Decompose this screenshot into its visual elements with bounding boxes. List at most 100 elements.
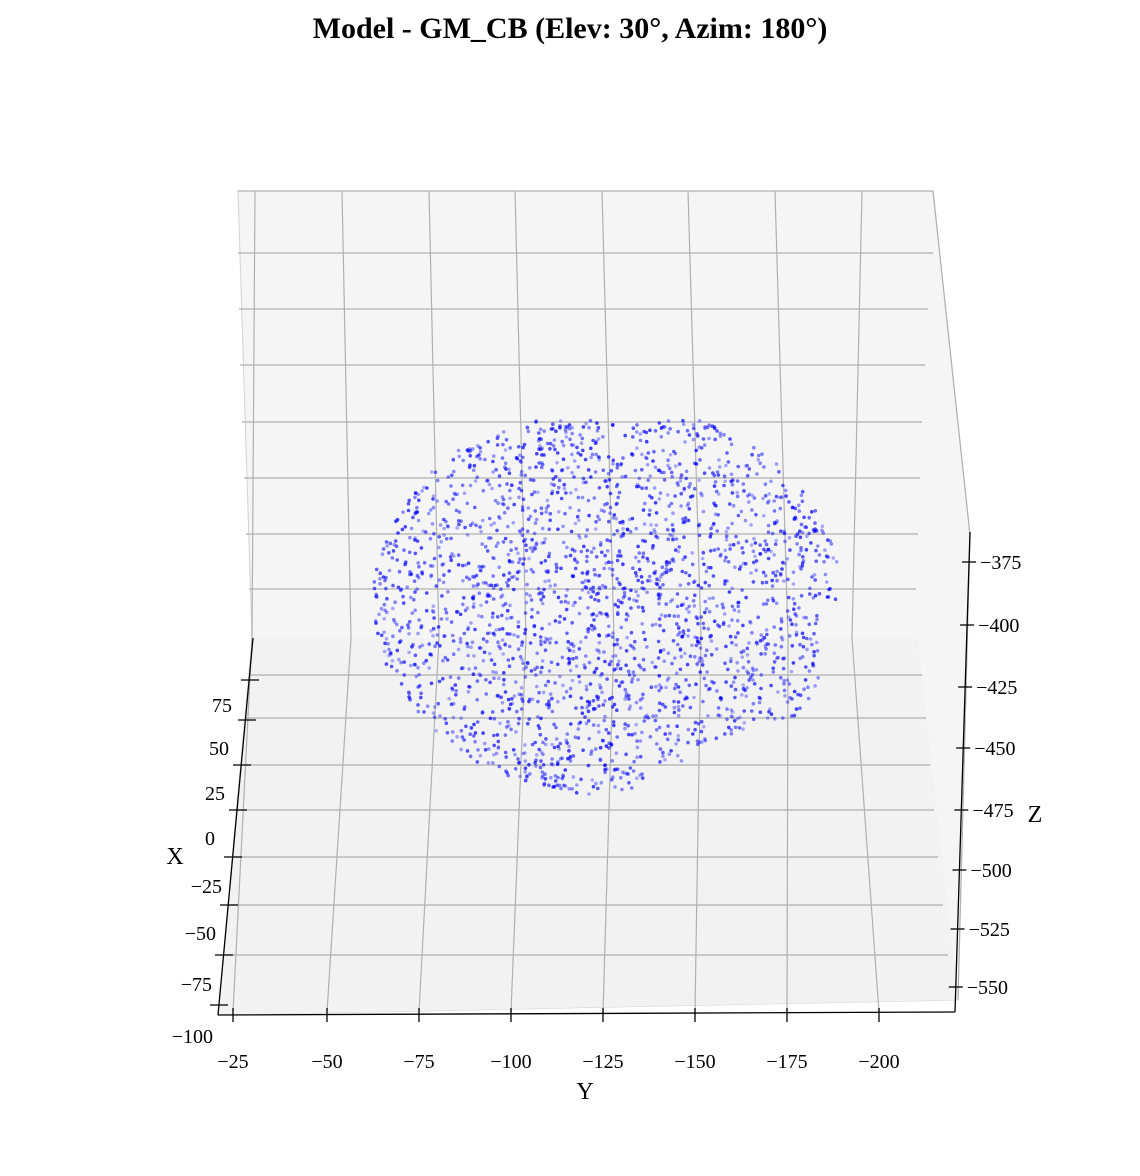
data-point [805,534,809,539]
data-point [652,571,656,575]
data-point [615,735,619,739]
data-point [564,435,569,439]
data-point [680,569,685,574]
data-point [487,583,491,588]
data-point [503,643,507,647]
data-point [747,492,752,497]
data-point [566,600,571,605]
data-point [641,657,646,662]
data-point [395,669,399,673]
data-point [569,529,574,534]
data-point [593,597,597,602]
data-point [640,580,645,585]
data-point [798,535,803,540]
data-point [391,606,395,611]
data-point [437,679,442,684]
data-point [635,739,639,743]
data-point [636,677,640,682]
data-point [543,772,547,776]
data-point [694,462,699,466]
data-point [491,761,495,765]
data-point [761,514,766,518]
data-point [810,510,814,514]
data-point [624,691,629,695]
data-point [754,512,758,517]
data-point [401,601,406,605]
data-point [536,490,540,495]
data-point [496,746,501,750]
data-point [429,574,433,579]
data-point [679,473,684,477]
data-point [771,598,776,603]
data-point [541,595,546,599]
data-point [807,515,811,520]
data-point [399,587,404,592]
data-point [725,451,729,455]
data-point [623,697,627,701]
data-point [552,483,556,487]
data-point [612,586,616,590]
data-point [786,577,790,582]
data-point [506,720,510,724]
data-point [580,436,585,441]
data-point [639,575,644,579]
data-point [745,646,750,651]
data-point [584,684,589,688]
data-point [813,621,818,626]
data-point [723,479,727,484]
data-point [788,618,793,622]
data-point [735,479,740,483]
data-point [759,652,763,656]
data-point [573,735,578,739]
data-point [407,650,411,655]
data-point [763,482,768,487]
data-point [462,738,467,742]
grid-line-vertical-wall [601,190,615,639]
data-point [744,539,749,543]
data-point [777,470,781,474]
data-point [585,528,590,532]
data-point [756,457,760,462]
data-point [559,496,564,501]
data-point [733,675,737,680]
data-point [681,520,686,525]
data-point [730,521,734,526]
data-point [730,482,735,487]
data-point [688,654,693,658]
data-point [723,548,727,553]
data-point [549,762,554,766]
data-point [791,597,796,601]
data-point [750,666,755,671]
data-point [563,768,568,772]
data-point [523,770,527,774]
data-point [735,494,740,499]
data-point [792,607,796,611]
data-point [801,655,805,659]
data-point [685,503,690,508]
data-point [547,699,551,703]
data-point [551,785,555,789]
data-point [608,511,612,515]
data-point [453,683,458,687]
data-point [407,691,412,695]
data-point [574,706,578,710]
data-point [701,621,706,626]
data-point [456,563,461,567]
data-point [687,485,691,489]
data-point [730,491,735,495]
data-point [539,511,544,516]
data-point [664,517,668,522]
data-point [597,585,602,590]
data-point [609,469,614,473]
data-point [499,587,503,591]
data-point [447,569,452,573]
data-point [576,727,581,731]
data-point [802,615,806,620]
grid-line-vertical-wall [687,190,702,639]
data-point [592,618,596,622]
data-point [550,742,554,747]
data-point [446,502,451,506]
data-point [462,491,467,496]
data-point [465,749,470,753]
data-point [407,620,412,624]
